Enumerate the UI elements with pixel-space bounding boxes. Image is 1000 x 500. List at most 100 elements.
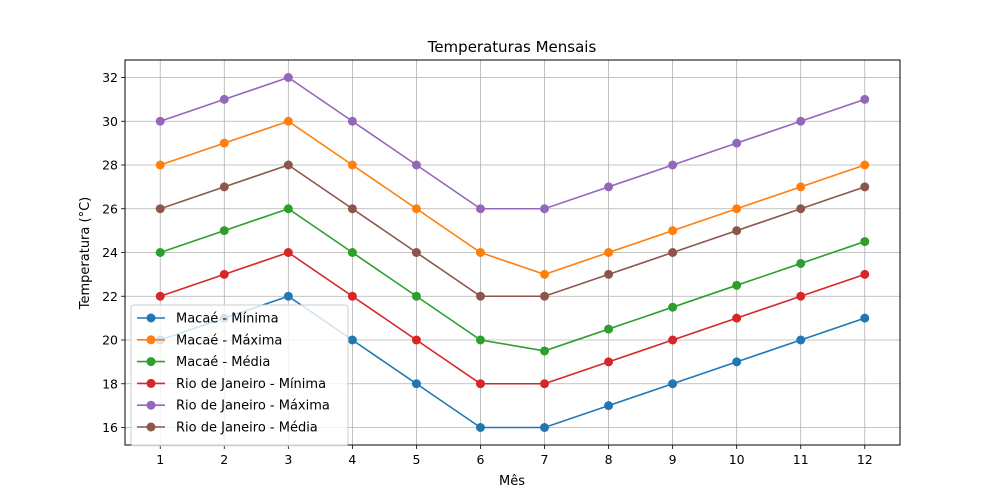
x-tick-label: 4 <box>348 452 356 467</box>
data-point <box>219 138 229 148</box>
data-point <box>475 204 485 214</box>
data-point <box>347 116 357 126</box>
data-point <box>283 248 293 257</box>
data-point <box>732 357 742 367</box>
data-point <box>411 379 421 389</box>
legend-marker <box>146 357 156 367</box>
data-point <box>219 226 229 236</box>
y-tick-label: 28 <box>102 158 118 173</box>
series-line <box>159 76 866 210</box>
y-tick-label: 32 <box>102 70 118 85</box>
legend-marker <box>146 378 156 388</box>
data-point <box>668 302 678 312</box>
data-point <box>604 248 614 257</box>
data-point <box>475 423 485 432</box>
data-point <box>540 204 550 214</box>
series-line <box>159 295 866 429</box>
legend-marker <box>146 422 156 432</box>
data-point <box>540 346 550 356</box>
data-point <box>475 335 485 345</box>
data-point <box>347 291 357 301</box>
data-point <box>604 357 614 367</box>
series-line <box>159 207 866 352</box>
data-point <box>347 335 357 345</box>
data-point <box>732 204 742 214</box>
data-point <box>604 401 614 411</box>
data-point <box>860 160 870 170</box>
data-point <box>732 313 742 323</box>
data-point <box>860 237 870 247</box>
legend-label: Macaé - Média <box>176 355 270 370</box>
x-tick-label: 2 <box>220 452 228 467</box>
data-point <box>796 335 806 345</box>
chart-title: Temperaturas Mensais <box>427 38 597 56</box>
data-point <box>668 160 678 170</box>
legend-item: Rio de Janeiro - Média <box>137 421 318 436</box>
data-point <box>540 379 550 389</box>
x-tick-label: 6 <box>476 452 484 467</box>
legend: Macaé - Mínima Macaé - Máxima Macaé - Médi… <box>130 304 349 447</box>
x-tick-label: 3 <box>284 452 292 467</box>
legend-label: Macaé - Máxima <box>176 333 282 348</box>
y-tick-label: 24 <box>102 245 118 260</box>
data-point <box>283 160 293 170</box>
x-tick-label: 1 <box>156 452 164 467</box>
legend-label: Rio de Janeiro - Máxima <box>176 399 330 414</box>
y-tick-label: 30 <box>102 114 118 129</box>
data-point <box>155 204 165 214</box>
data-point <box>411 248 421 257</box>
legend-item: Rio de Janeiro - Máxima <box>137 399 330 414</box>
data-point <box>668 248 678 257</box>
data-point <box>347 204 357 214</box>
y-tick-label: 16 <box>102 420 118 435</box>
data-point <box>540 423 550 432</box>
legend-box <box>130 304 349 447</box>
data-point <box>668 335 678 345</box>
legend-label: Rio de Janeiro - Média <box>176 421 318 436</box>
data-point <box>283 116 293 126</box>
data-point <box>604 182 614 192</box>
series-3 <box>155 204 870 356</box>
data-point <box>475 379 485 389</box>
x-tick-label: 9 <box>669 452 677 467</box>
data-point <box>668 379 678 389</box>
data-point <box>475 248 485 257</box>
data-point <box>860 94 870 104</box>
data-point <box>860 269 870 279</box>
data-point <box>411 335 421 345</box>
data-point <box>604 269 614 279</box>
legend-marker <box>146 313 156 323</box>
data-point <box>411 291 421 301</box>
y-axis-label: Temperatura (°C) <box>78 197 93 310</box>
series-line <box>159 120 866 276</box>
x-tick-label: 5 <box>412 452 420 467</box>
data-point <box>604 324 614 334</box>
data-point <box>796 116 806 126</box>
data-point <box>668 226 678 236</box>
legend-label: Rio de Janeiro - Mínima <box>176 377 326 392</box>
legend-marker <box>146 335 156 345</box>
data-point <box>796 258 806 268</box>
legend-item: Macaé - Máxima <box>137 333 282 348</box>
data-point <box>796 182 806 192</box>
series-4 <box>155 248 870 389</box>
data-point <box>796 204 806 214</box>
data-point <box>347 160 357 170</box>
series-line <box>159 251 866 385</box>
data-point <box>732 280 742 290</box>
data-point <box>796 291 806 301</box>
data-point <box>732 226 742 236</box>
y-tick-label: 22 <box>102 289 118 304</box>
data-point <box>155 160 165 170</box>
data-point <box>155 248 165 257</box>
series-5 <box>155 73 870 214</box>
legend-item: Macaé - Mínima <box>137 312 279 327</box>
data-point <box>860 182 870 192</box>
data-point <box>732 138 742 148</box>
series-line <box>159 164 866 298</box>
y-tick-label: 26 <box>102 201 118 216</box>
data-point <box>155 291 165 301</box>
legend-item: Macaé - Média <box>137 355 270 370</box>
